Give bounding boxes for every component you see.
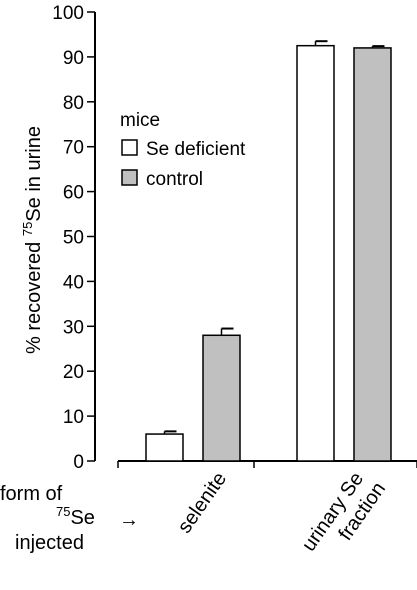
bar <box>296 44 335 462</box>
y-tick-label: 90 <box>63 48 84 69</box>
x-annotation-line2: 75Se <box>56 504 95 529</box>
y-tick-label: 40 <box>63 272 84 293</box>
y-axis-title-superscript: 75 <box>20 222 35 236</box>
y-tick-label: 10 <box>63 407 84 428</box>
bars <box>145 40 392 462</box>
y-tick-label: 30 <box>63 317 84 338</box>
x-annotation-line1: form of <box>0 483 63 505</box>
bar <box>353 47 392 462</box>
legend-label: control <box>146 169 203 190</box>
legend-swatch <box>121 139 138 156</box>
x-category-label: selenite <box>174 468 232 537</box>
y-tick-label: 60 <box>63 183 84 204</box>
y-tick-label: 70 <box>63 138 84 159</box>
legend-title: mice <box>120 110 160 131</box>
y-tick-label: 100 <box>52 3 84 24</box>
x-annotation-arrow: → <box>119 509 139 531</box>
x-axis <box>117 460 417 468</box>
y-tick-label: 50 <box>63 228 84 249</box>
legend-label: Se deficient <box>146 139 246 160</box>
y-axis-title: % recovered 75Se in urine <box>20 126 45 354</box>
y-tick-label: 80 <box>63 93 84 114</box>
x-annotation: form of 75Se → injected <box>0 483 139 554</box>
bar <box>202 334 241 462</box>
x-annotation-line3: injected <box>15 532 84 554</box>
y-tick-label: 20 <box>63 362 84 383</box>
legend-swatch <box>121 169 138 186</box>
y-axis: 0 10 20 30 40 50 60 70 80 90 100 <box>52 3 96 473</box>
legend: mice Se deficient control <box>120 110 246 190</box>
bar <box>145 433 184 462</box>
y-tick-label: 0 <box>73 452 84 473</box>
